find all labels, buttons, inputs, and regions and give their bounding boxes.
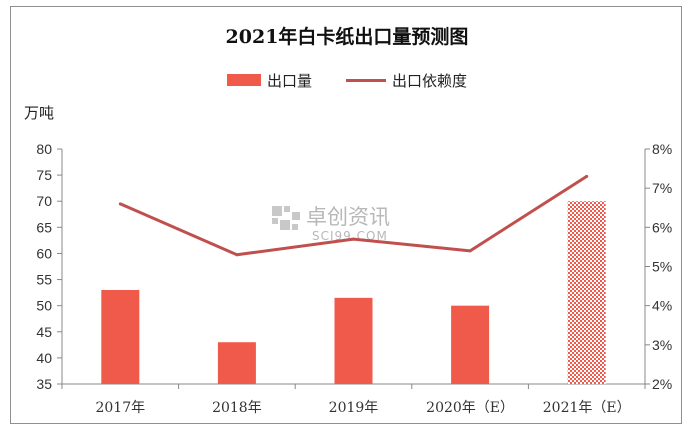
legend-swatch-line (346, 78, 386, 82)
y-right-tick-label: 8% (652, 141, 672, 157)
x-tick-label: 2021年（E） (543, 400, 631, 416)
line-point-export-dependency (118, 202, 122, 206)
y-left-tick-label: 40 (36, 350, 52, 366)
legend-label-line: 出口依赖度 (392, 71, 468, 90)
bar-export-volume (101, 290, 140, 384)
y-left-tick-label: 65 (36, 219, 52, 235)
bar-export-volume (451, 305, 490, 384)
y-left-tick-label: 60 (36, 245, 52, 261)
legend-item-line: 出口依赖度 (346, 70, 467, 91)
line-point-export-dependency (352, 237, 355, 241)
legend-label-bar: 出口量 (266, 71, 312, 90)
x-tick-label: 2018年 (212, 400, 262, 416)
x-tick-label: 2017年 (95, 400, 145, 416)
watermark-logo-block (284, 206, 290, 212)
y-left-tick-label: 35 (36, 376, 52, 392)
bar-export-volume (567, 201, 606, 384)
y-right-tick-label: 7% (652, 180, 672, 196)
chart-legend: 出口量 出口依赖度 (0, 70, 694, 90)
bar-export-volume (334, 297, 373, 384)
line-point-export-dependency (585, 174, 589, 178)
y-left-tick-label: 75 (36, 167, 52, 183)
chart-title: 2021年白卡纸出口量预测图 (225, 26, 469, 48)
watermark-logo-block (272, 206, 282, 216)
y-left-tick-label: 70 (36, 193, 52, 209)
watermark-logo-block (292, 212, 300, 220)
watermark-logo-block (280, 220, 290, 230)
line-point-export-dependency (235, 253, 239, 257)
y-right-tick-label: 5% (652, 259, 672, 275)
watermark-text-cn: 卓创资讯 (306, 205, 390, 229)
y-right-tick-label: 3% (652, 337, 672, 353)
watermark-logo-block (272, 218, 278, 224)
legend-swatch-bar (226, 74, 261, 86)
line-point-export-dependency (468, 249, 472, 253)
y-right-tick-label: 6% (652, 219, 672, 235)
y-left-tick-label: 55 (36, 272, 52, 288)
y-left-tick-label: 45 (36, 324, 52, 340)
x-tick-label: 2019年 (329, 400, 379, 416)
bar-export-volume (217, 342, 256, 384)
y-left-tick-label: 50 (36, 298, 52, 314)
y-right-tick-label: 4% (652, 298, 672, 314)
y-left-tick-label: 80 (36, 141, 52, 157)
legend-item-bar: 出口量 (226, 70, 312, 91)
watermark-logo-block (292, 224, 298, 230)
y-right-tick-label: 2% (652, 376, 672, 392)
x-tick-label: 2020年（E） (426, 400, 514, 416)
y-axis-left-unit: 万吨 (24, 104, 55, 122)
